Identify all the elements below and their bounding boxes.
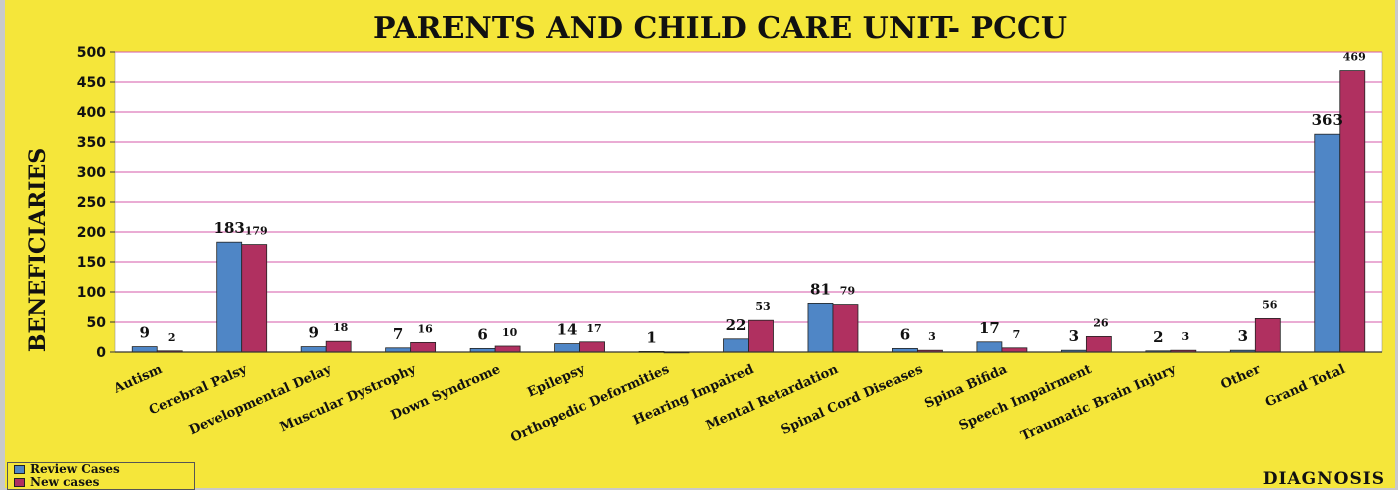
y-tick-label: 50 <box>87 315 107 331</box>
data-label-review-12: 2 <box>1153 328 1163 346</box>
data-label-new-12: 3 <box>1182 330 1190 343</box>
x-tick-label: Developmental Delay <box>187 362 334 438</box>
bar-review-14 <box>1314 133 1341 353</box>
legend-swatch-review-cases <box>14 465 25 474</box>
y-tick-label: 350 <box>77 135 106 151</box>
x-tick-label: Other <box>1219 362 1264 393</box>
bar-new-10 <box>1001 347 1028 353</box>
y-tick-label: 200 <box>77 225 106 241</box>
data-label-new-11: 26 <box>1093 316 1109 329</box>
data-label-new-7: 53 <box>755 300 770 313</box>
y-tick-label: 250 <box>77 195 106 211</box>
x-axis-title: DIAGNOSIS <box>1263 469 1385 488</box>
data-label-review-0: 9 <box>140 324 150 342</box>
data-label-new-10: 7 <box>1013 328 1021 341</box>
data-label-new-14: 469 <box>1343 51 1366 64</box>
chart-background: PARENTS AND CHILD CARE UNIT- PCCU 0 50 100… <box>5 0 1395 488</box>
bar-chart: PARENTS AND CHILD CARE UNIT- PCCU 050100… <box>25 11 1385 488</box>
x-tick-label: Spinal Cord Diseases <box>779 362 925 438</box>
legend-label-new-cases: New cases <box>30 475 100 489</box>
data-label-new-4: 10 <box>502 326 518 339</box>
data-label-new-8: 79 <box>840 285 855 298</box>
bar-new-7 <box>748 319 774 353</box>
data-label-review-11: 3 <box>1069 327 1079 345</box>
bar-new-11 <box>1085 335 1112 353</box>
data-label-review-9: 6 <box>900 325 910 343</box>
bar-new-1 <box>241 244 268 353</box>
legend: Review Cases New cases <box>7 462 195 490</box>
data-label-review-8: 81 <box>810 280 831 298</box>
data-label-new-5: 17 <box>586 322 601 335</box>
y-tick-label: 150 <box>77 255 106 271</box>
bar-review-1 <box>216 241 243 353</box>
data-label-review-13: 3 <box>1238 327 1248 345</box>
data-label-new-2: 18 <box>333 321 349 334</box>
y-axis-title: BENEFICIARIES <box>25 148 51 352</box>
bar-review-10 <box>976 341 1003 353</box>
x-tick-label: Muscular Dystrophy <box>278 362 419 436</box>
x-tick-label: Grand Total <box>1263 362 1347 411</box>
gridlines <box>115 51 1382 323</box>
x-tick-label: Traumatic Brain Injury <box>1019 362 1179 444</box>
data-label-review-6: 1 <box>646 328 656 346</box>
bars <box>131 70 1366 354</box>
bar-review-7 <box>723 338 749 353</box>
bar-review-8 <box>807 302 834 353</box>
bar-new-3 <box>410 341 437 353</box>
y-tick-label: 450 <box>77 75 106 91</box>
data-label-review-2: 9 <box>308 324 318 342</box>
bar-review-2 <box>300 346 327 353</box>
bar-new-2 <box>325 340 352 353</box>
data-label-new-3: 16 <box>417 322 433 335</box>
legend-label-review-cases: Review Cases <box>30 462 120 476</box>
x-tick-label: Autism <box>111 362 165 397</box>
x-tick-label: Epilepsy <box>525 362 587 401</box>
data-label-review-14: 363 <box>1312 111 1343 129</box>
bar-new-5 <box>579 341 605 353</box>
bar-new-4 <box>494 345 521 353</box>
legend-item-new-cases: New cases <box>8 476 194 489</box>
bar-review-3 <box>385 347 412 353</box>
bar-review-0 <box>131 346 158 353</box>
data-label-review-4: 6 <box>477 325 487 343</box>
y-axis-ticks: 0 50 100 150 200 250 300 350 400 450 500 <box>77 45 115 361</box>
data-label-review-7: 22 <box>726 316 747 334</box>
legend-item-review-cases: Review Cases <box>8 463 194 476</box>
legend-swatch-new-cases <box>14 478 25 487</box>
x-tick-label: Orthopedic Deformities <box>508 362 671 446</box>
y-tick-label: 500 <box>77 45 106 61</box>
data-label-new-13: 56 <box>1262 298 1278 311</box>
data-label-review-1: 183 <box>214 219 245 237</box>
data-label-new-0: 2 <box>168 331 176 344</box>
data-label-review-3: 7 <box>393 325 403 343</box>
y-tick-label: 100 <box>77 285 106 301</box>
bar-review-5 <box>554 343 580 353</box>
y-tick-label: 0 <box>96 345 106 361</box>
bar-new-14 <box>1339 70 1366 353</box>
data-label-review-10: 17 <box>979 319 1000 337</box>
bar-new-8 <box>832 304 859 353</box>
chart-title: PARENTS AND CHILD CARE UNIT- PCCU <box>373 11 1067 46</box>
y-tick-label: 300 <box>77 165 106 181</box>
bar-new-13 <box>1254 317 1281 353</box>
data-labels: 9 2 183 179 9 18 7 16 6 10 14 17 1 22 53 81 79 6 3 17 7 3 26 2 3… <box>140 51 1366 347</box>
data-label-review-5: 14 <box>557 321 578 339</box>
data-label-new-1: 179 <box>245 225 268 238</box>
data-label-new-9: 3 <box>928 330 936 343</box>
y-tick-label: 400 <box>77 105 106 121</box>
